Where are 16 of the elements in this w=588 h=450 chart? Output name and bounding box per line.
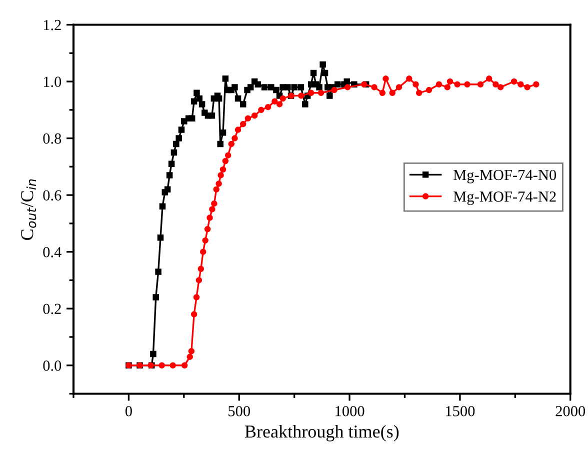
y-tick-label: 0.0 (43, 360, 62, 371)
x-tick-label: 500 (228, 406, 250, 416)
x-axis-title: Breakthrough time(s) (244, 424, 399, 442)
x-tick-label: 1000 (336, 406, 364, 416)
y-axis-title: C$_{out}$/C$_{in}$ (21, 179, 36, 240)
y-tick-label: 0.8 (43, 133, 62, 144)
x-tick-label: 1500 (446, 406, 475, 416)
y-tick-label: 0.4 (43, 246, 62, 258)
x-tick-label: 0 (125, 406, 132, 416)
y-tick-label: 1.2 (44, 20, 61, 30)
legend-label: Mg-MOF-74-N2 (454, 192, 556, 205)
y-tick-label: 0.2 (43, 304, 61, 314)
x-tick-label: 2000 (556, 406, 586, 416)
y-tick-label: 1.0 (44, 76, 62, 88)
y-tick-label: 0.6 (43, 190, 62, 201)
legend-label: Mg-MOF-74-N0 (454, 170, 556, 184)
